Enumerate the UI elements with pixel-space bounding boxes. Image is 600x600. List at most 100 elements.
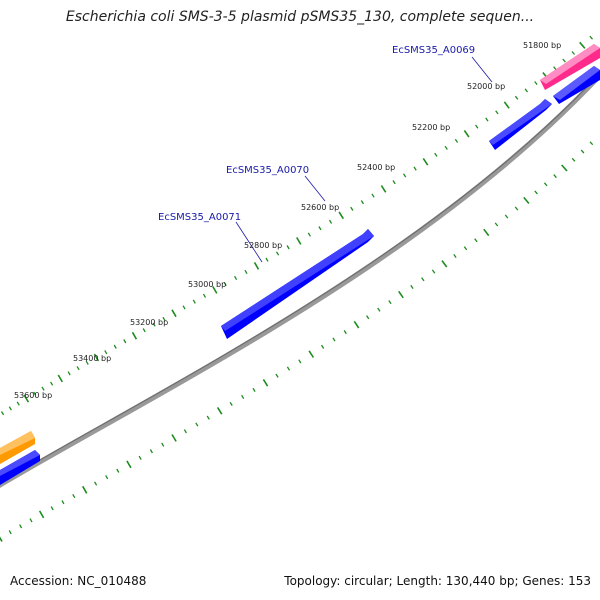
tick-mark xyxy=(431,269,436,274)
scale-label: 53600 bp xyxy=(14,391,52,400)
tick-mark xyxy=(377,307,381,312)
tick-mark xyxy=(514,206,519,211)
tick-mark xyxy=(413,166,417,171)
tick-mark xyxy=(503,101,510,109)
tick-mark xyxy=(275,373,279,378)
tick-mark xyxy=(76,366,80,371)
tick-mark xyxy=(19,524,23,529)
tick-mark xyxy=(275,251,280,256)
tick-mark xyxy=(94,481,98,486)
plasmid-backbone xyxy=(0,71,600,488)
tick-mark xyxy=(371,193,375,198)
tick-mark xyxy=(171,434,177,442)
tick-mark xyxy=(398,290,404,299)
outer-tick-ring xyxy=(0,35,593,416)
tick-mark xyxy=(8,406,12,411)
tick-mark xyxy=(252,387,256,392)
tick-mark xyxy=(223,281,227,287)
tick-mark xyxy=(571,157,576,162)
tick-mark xyxy=(138,455,142,460)
tick-mark xyxy=(562,58,566,63)
tick-mark xyxy=(589,141,594,146)
tick-mark xyxy=(171,309,177,318)
tick-mark xyxy=(50,506,54,511)
tick-mark xyxy=(388,300,392,305)
tick-mark xyxy=(421,277,425,282)
tick-mark xyxy=(463,130,470,138)
tick-mark xyxy=(353,320,360,329)
svg-text:EcSMS35_A0069: EcSMS35_A0069 xyxy=(392,45,475,56)
tick-mark xyxy=(104,350,108,355)
tick-mark xyxy=(571,51,575,55)
tick-mark xyxy=(474,238,478,243)
gene-blue-left[interactable] xyxy=(0,450,40,485)
gene-label-ecsms35-a0071[interactable]: EcSMS35_A0071 xyxy=(158,212,263,263)
map-title: Escherichia coli SMS-3-5 plasmid pSMS35_… xyxy=(65,9,535,25)
gene-orange[interactable] xyxy=(0,431,35,464)
tick-mark xyxy=(543,182,548,187)
tick-mark xyxy=(131,331,138,340)
tick-mark xyxy=(360,200,365,205)
tick-mark xyxy=(241,394,245,399)
scale-label: 52200 bp xyxy=(412,123,450,132)
tick-mark xyxy=(504,214,509,219)
tick-mark xyxy=(402,173,407,178)
scale-label: 53000 bp xyxy=(188,280,226,289)
tick-mark xyxy=(338,211,344,220)
scale-label: 51800 bp xyxy=(523,41,561,50)
tick-mark xyxy=(57,374,63,383)
tick-mark xyxy=(441,260,448,268)
tick-mark xyxy=(485,117,489,122)
tick-mark xyxy=(553,66,557,71)
tick-mark xyxy=(318,226,322,231)
tick-mark xyxy=(495,110,499,115)
tick-mark xyxy=(463,246,468,251)
gene-ecsms35-a0069[interactable] xyxy=(489,99,552,150)
gene-pink[interactable] xyxy=(540,44,600,90)
tick-mark xyxy=(50,381,54,386)
tick-mark xyxy=(142,328,146,333)
scale-label: 52600 bp xyxy=(301,203,339,212)
tick-mark xyxy=(126,460,132,469)
tick-mark xyxy=(38,510,45,519)
tick-mark xyxy=(123,339,127,344)
tick-mark xyxy=(152,322,156,327)
scale-label: 53400 bp xyxy=(73,354,111,363)
tick-mark xyxy=(206,415,210,420)
tick-mark xyxy=(113,344,117,349)
tick-mark xyxy=(392,180,396,185)
scale-label: 53200 bp xyxy=(130,318,168,327)
tick-mark xyxy=(580,149,585,154)
tick-mark xyxy=(410,284,414,289)
tick-mark xyxy=(183,429,187,434)
tick-mark xyxy=(0,536,3,542)
gene-label-ecsms35-a0070[interactable]: EcSMS35_A0070 xyxy=(226,165,326,202)
tick-mark xyxy=(82,485,88,494)
tick-mark xyxy=(29,518,33,523)
tick-mark xyxy=(41,386,45,391)
tick-mark xyxy=(262,378,269,387)
tick-mark xyxy=(589,35,593,40)
tick-mark xyxy=(93,353,100,362)
gene-ecsms35-a0069-right[interactable] xyxy=(553,66,600,104)
tick-mark xyxy=(366,315,370,320)
tick-mark xyxy=(579,41,586,49)
scale-label: 52800 bp xyxy=(244,241,282,250)
tick-mark xyxy=(296,237,302,245)
tick-mark xyxy=(162,316,166,322)
gene-label-ecsms35-a0069[interactable]: EcSMS35_A0069 xyxy=(392,45,493,83)
tick-mark xyxy=(307,232,311,237)
tick-mark xyxy=(343,330,347,335)
tick-mark xyxy=(434,152,438,157)
tick-mark xyxy=(308,350,315,358)
tick-mark xyxy=(212,286,218,294)
tick-mark xyxy=(494,222,499,227)
gene-ecsms35-a0070[interactable] xyxy=(221,229,374,339)
tick-mark xyxy=(72,493,76,499)
tick-mark xyxy=(454,138,459,143)
tick-mark xyxy=(553,174,557,179)
tick-mark xyxy=(350,206,354,211)
tick-mark xyxy=(234,275,238,281)
tick-mark xyxy=(253,261,260,270)
